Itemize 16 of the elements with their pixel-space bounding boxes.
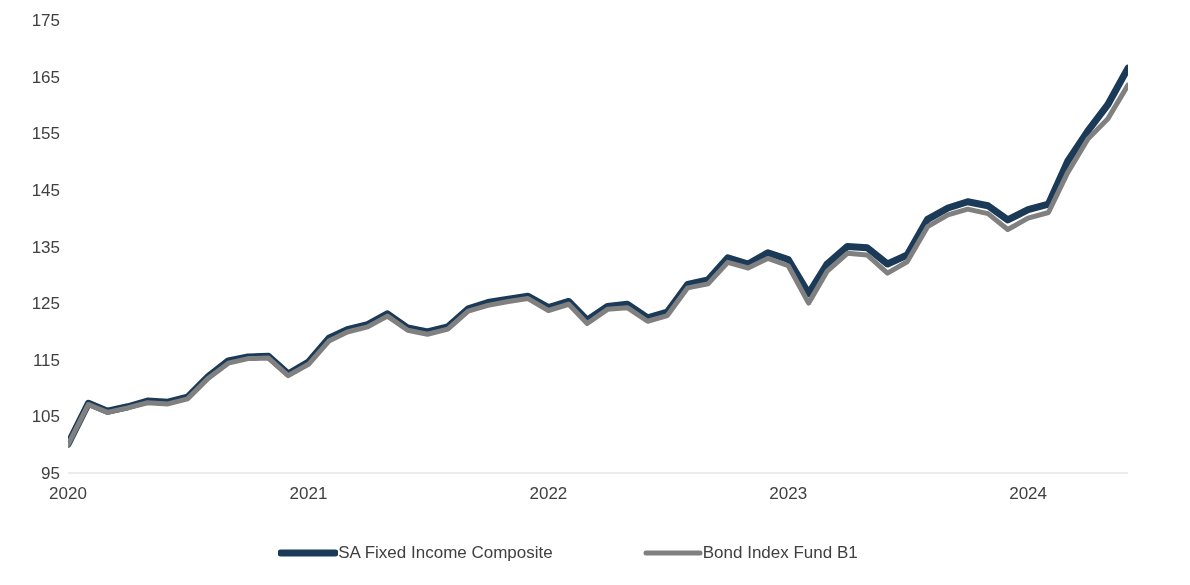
- y-tick-label: 105: [31, 407, 60, 427]
- legend-label: Bond Index Fund B1: [702, 543, 858, 563]
- y-tick-label: 135: [31, 237, 60, 257]
- x-tick-label: 2022: [529, 484, 568, 504]
- x-tick-label: 2020: [49, 484, 87, 504]
- x-tick-label: 2021: [289, 484, 328, 504]
- y-tick-label: 115: [32, 350, 60, 370]
- y-tick-label: 175: [31, 11, 60, 31]
- x-tick-label: 2024: [1009, 484, 1048, 504]
- y-tick-label: 125: [31, 294, 60, 314]
- y-tick-label: 95: [41, 464, 60, 484]
- y-tick-label: 155: [31, 124, 60, 144]
- legend-label: SA Fixed Income Composite: [338, 543, 553, 563]
- x-tick-label: 2023: [769, 484, 808, 504]
- y-tick-label: 145: [31, 180, 60, 200]
- y-tick-label: 165: [31, 67, 60, 87]
